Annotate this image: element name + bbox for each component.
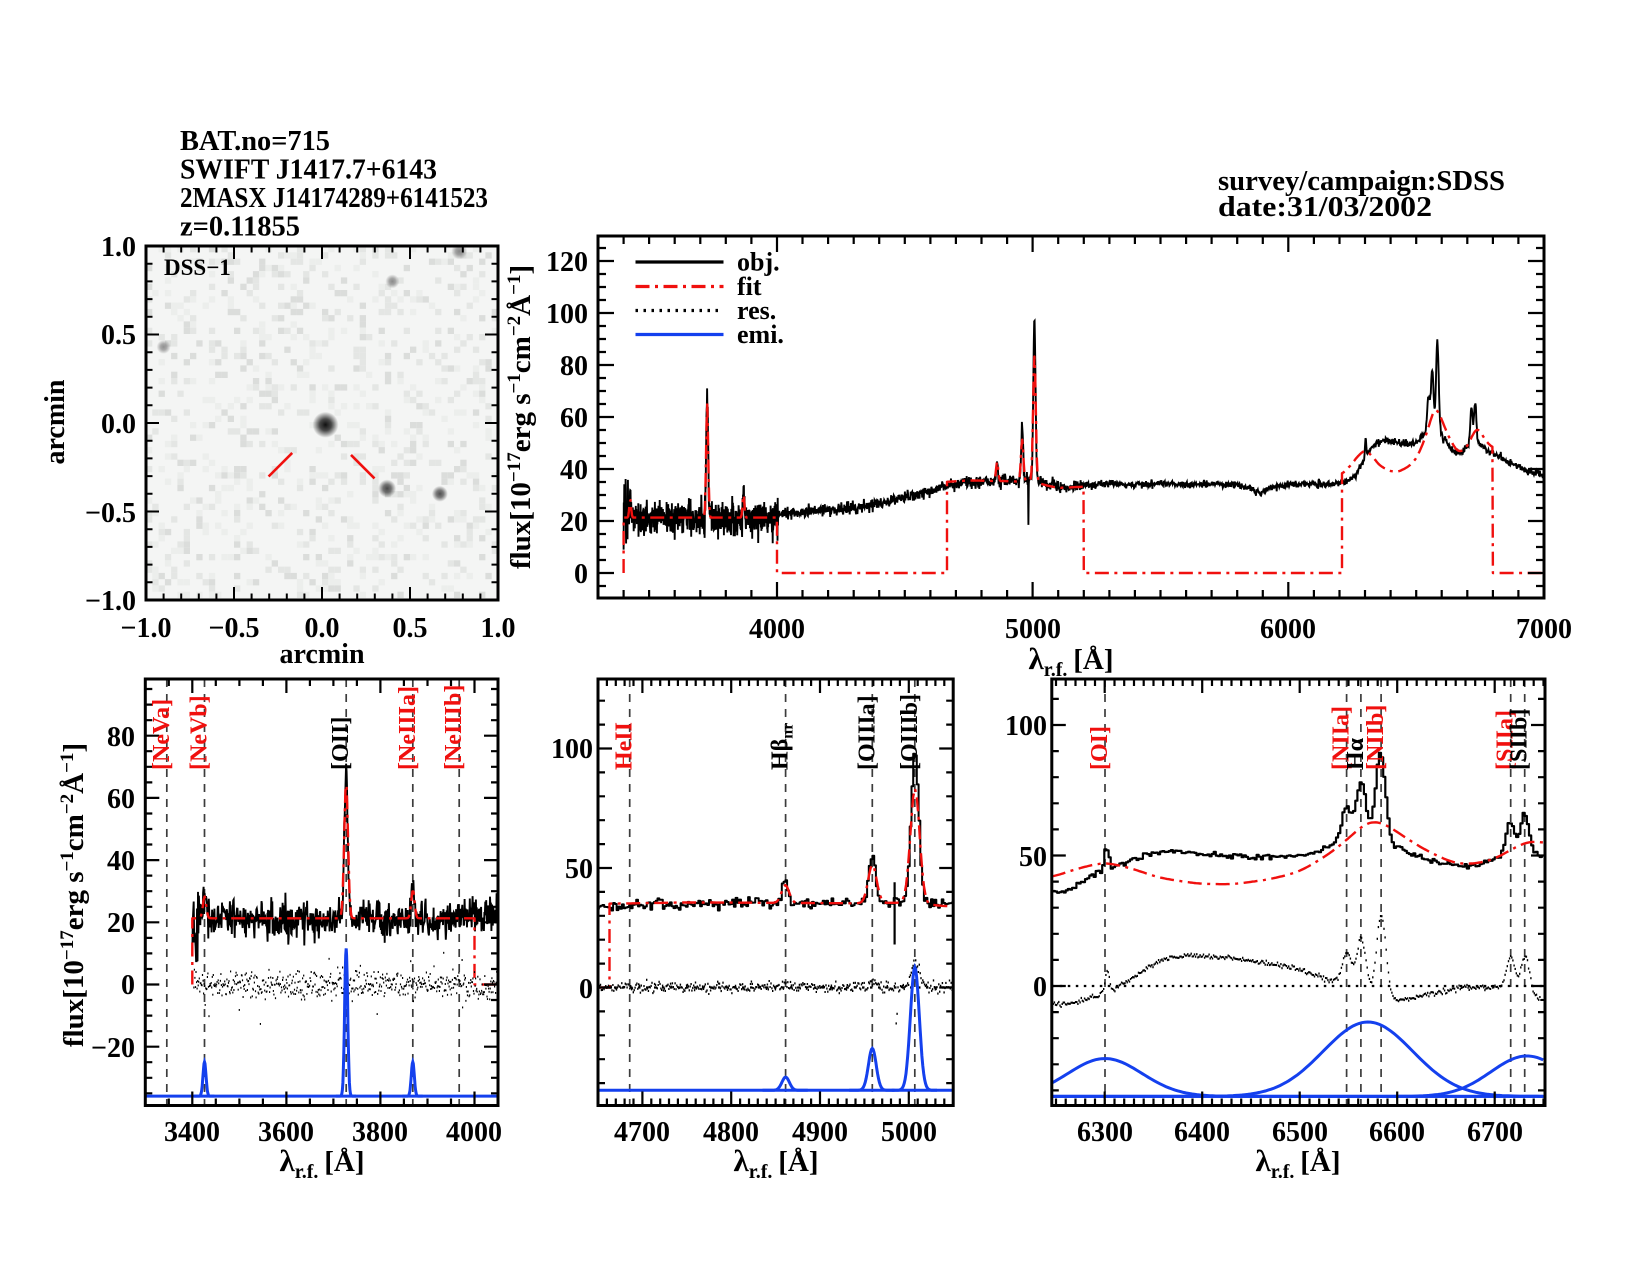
svg-text:120: 120: [546, 247, 588, 278]
svg-text:λr.f. [Å]: λr.f. [Å]: [279, 1143, 364, 1183]
svg-text:survey/campaign:SDSS: survey/campaign:SDSS: [1218, 166, 1505, 197]
svg-text:[OIIIa]: [OIIIa]: [854, 695, 880, 770]
svg-text:DSS−1: DSS−1: [164, 255, 231, 280]
svg-text:40: 40: [560, 455, 588, 486]
svg-text:λr.f. [Å]: λr.f. [Å]: [733, 1143, 818, 1183]
svg-text:flux[10−17erg s−1cm−2Å−1]: flux[10−17erg s−1cm−2Å−1]: [57, 743, 90, 1047]
svg-text:4900: 4900: [792, 1117, 848, 1148]
svg-text:6500: 6500: [1272, 1117, 1328, 1148]
svg-text:6300: 6300: [1077, 1117, 1133, 1148]
svg-text:Hα: Hα: [1343, 737, 1369, 770]
svg-text:−1.0: −1.0: [121, 613, 172, 644]
svg-text:date:31/03/2002: date:31/03/2002: [1218, 192, 1432, 223]
svg-text:40: 40: [107, 846, 135, 877]
svg-text:1.0: 1.0: [481, 613, 516, 644]
svg-text:obj.: obj.: [737, 248, 780, 277]
svg-text:80: 80: [107, 722, 135, 753]
svg-text:50: 50: [565, 854, 593, 885]
svg-text:[SIIb]: [SIIb]: [1507, 709, 1533, 770]
svg-text:3400: 3400: [164, 1117, 220, 1148]
svg-text:6700: 6700: [1467, 1117, 1523, 1148]
svg-text:0.0: 0.0: [305, 613, 340, 644]
svg-text:−1.0: −1.0: [85, 586, 136, 617]
svg-text:4800: 4800: [703, 1117, 759, 1148]
svg-text:[NIIa]: [NIIa]: [1329, 706, 1355, 770]
svg-text:−0.5: −0.5: [209, 613, 260, 644]
svg-text:4000: 4000: [446, 1117, 502, 1148]
svg-text:60: 60: [107, 784, 135, 815]
svg-text:60: 60: [560, 403, 588, 434]
svg-text:0: 0: [579, 974, 593, 1005]
svg-text:[NIIb]: [NIIb]: [1363, 705, 1389, 770]
svg-text:[OIIIb]: [OIIIb]: [897, 694, 923, 770]
svg-text:[SIIa]: [SIIa]: [1493, 710, 1519, 770]
svg-text:5000: 5000: [881, 1117, 937, 1148]
svg-text:100: 100: [551, 734, 593, 765]
svg-text:5000: 5000: [1005, 614, 1061, 645]
svg-text:0: 0: [574, 559, 588, 590]
svg-text:7000: 7000: [1516, 614, 1572, 645]
svg-text:[OII]: [OII]: [328, 717, 354, 770]
svg-text:BAT.no=715: BAT.no=715: [180, 126, 330, 157]
svg-text:4000: 4000: [749, 614, 805, 645]
svg-text:λr.f. [Å]: λr.f. [Å]: [1255, 1143, 1340, 1183]
svg-text:3600: 3600: [258, 1117, 314, 1148]
svg-text:50: 50: [1019, 842, 1047, 873]
svg-text:flux[10−17erg s−1cm−2Å−1]: flux[10−17erg s−1cm−2Å−1]: [504, 265, 537, 569]
svg-text:z=0.11855: z=0.11855: [180, 212, 300, 243]
svg-text:80: 80: [560, 351, 588, 382]
svg-text:100: 100: [1005, 711, 1047, 742]
svg-text:6600: 6600: [1369, 1117, 1425, 1148]
svg-text:[NeIIIb]: [NeIIIb]: [441, 685, 467, 770]
svg-text:0.5: 0.5: [393, 613, 428, 644]
svg-text:fit: fit: [737, 272, 762, 301]
svg-text:−20: −20: [91, 1033, 135, 1064]
svg-text:0: 0: [1033, 972, 1047, 1003]
svg-text:1.0: 1.0: [101, 232, 136, 263]
svg-text:arcmin: arcmin: [279, 639, 364, 670]
svg-text:HeII: HeII: [612, 722, 638, 770]
svg-text:0.0: 0.0: [101, 409, 136, 440]
svg-text:20: 20: [107, 908, 135, 939]
svg-text:−0.5: −0.5: [85, 498, 136, 529]
svg-text:0: 0: [121, 970, 135, 1001]
svg-text:6000: 6000: [1260, 614, 1316, 645]
svg-text:SWIFT J1417.7+6143: SWIFT J1417.7+6143: [180, 155, 437, 186]
svg-text:emi.: emi.: [737, 320, 784, 349]
svg-text:100: 100: [546, 299, 588, 330]
svg-text:20: 20: [560, 507, 588, 538]
svg-text:[NeIIIa]: [NeIIIa]: [395, 686, 421, 770]
svg-text:2MASX J14174289+6141523: 2MASX J14174289+6141523: [180, 183, 488, 214]
svg-text:0.5: 0.5: [101, 320, 136, 351]
svg-text:λr.f. [Å]: λr.f. [Å]: [1028, 641, 1113, 681]
svg-text:[NeVa]: [NeVa]: [149, 699, 175, 770]
svg-text:6400: 6400: [1174, 1117, 1230, 1148]
svg-text:[OI]: [OI]: [1087, 726, 1113, 770]
svg-text:[NeVb]: [NeVb]: [187, 695, 213, 770]
svg-text:arcmin: arcmin: [40, 379, 71, 464]
svg-text:4700: 4700: [614, 1117, 670, 1148]
svg-text:res.: res.: [737, 296, 776, 325]
svg-text:3800: 3800: [352, 1117, 408, 1148]
